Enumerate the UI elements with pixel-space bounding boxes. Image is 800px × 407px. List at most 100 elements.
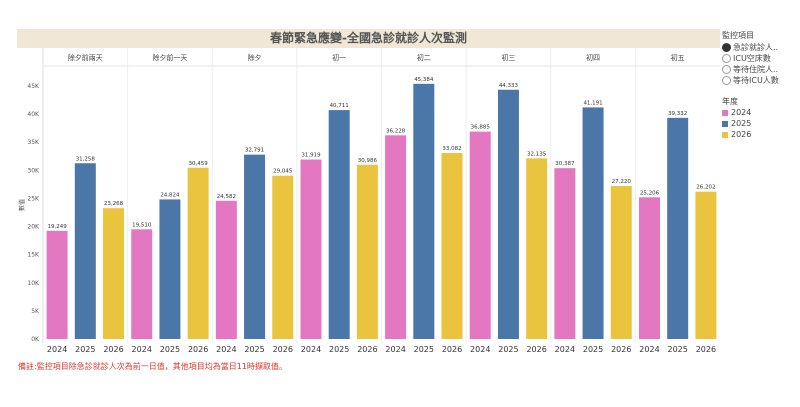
legend: 監控項目 急診就診人.. ICU空床數 等待住院人.. 等待ICU人數 年度 2024… [722, 30, 779, 140]
x-tick-label: 2026 [526, 345, 546, 354]
data-label: 29,045 [273, 169, 293, 175]
category-header: 除夕前兩天 [68, 53, 103, 62]
bar-2024 [638, 197, 660, 339]
y-tick-label: 15K [27, 252, 40, 259]
x-tick-label: 2026 [273, 345, 293, 354]
data-label: 25,206 [640, 190, 660, 196]
data-label: 19,510 [132, 222, 152, 228]
y-tick-label: 35K [27, 139, 40, 146]
data-label: 30,986 [358, 158, 378, 164]
bar-2025 [497, 89, 519, 339]
bar-2024 [300, 159, 322, 339]
x-tick-label: 2025 [329, 345, 349, 354]
data-label: 23,268 [104, 201, 124, 207]
bar-2026 [610, 185, 632, 339]
radio-icon[interactable] [722, 43, 731, 52]
data-label: 36,885 [471, 125, 491, 131]
y-tick-label: 20K [27, 224, 40, 231]
x-tick-label: 2024 [47, 345, 67, 354]
bar-2024 [385, 135, 407, 339]
year-legend-title: 年度 [722, 97, 738, 106]
category-header: 除夕 [248, 53, 262, 62]
radio-icon[interactable] [722, 65, 731, 74]
legend-swatch [722, 109, 728, 116]
bar-2025 [244, 154, 266, 339]
y-tick-label: 40K [27, 111, 40, 118]
data-label: 26,202 [696, 185, 715, 191]
filter-option-label: 等待住院人.. [733, 65, 779, 74]
bar-2024 [46, 230, 68, 339]
category-header: 初四 [586, 53, 600, 62]
x-tick-label: 2026 [696, 345, 716, 354]
category-header: 初二 [417, 53, 431, 62]
chart-title: 春節緊急應變-全國急診就診人次監測 [17, 29, 720, 48]
legend-label: 2024 [731, 108, 752, 117]
x-tick-label: 2024 [470, 345, 490, 354]
x-tick-label: 2026 [188, 345, 208, 354]
bar-2025 [413, 83, 435, 339]
bar-chart: 0K 5K 10K 15K 20K 25K 30K 35K 40K 45K 數值 除夕前兩天 19,24… [18, 48, 720, 354]
data-label: 31,919 [301, 153, 321, 159]
y-tick-label: 5K [31, 308, 40, 315]
legend-item: 2026 [722, 129, 779, 140]
legend-label: 2026 [731, 130, 752, 139]
x-tick-label: 2026 [611, 345, 631, 354]
y-tick-label: 0K [31, 336, 40, 343]
x-tick-label: 2026 [357, 345, 377, 354]
legend-item: 2025 [722, 118, 779, 129]
data-label: 24,824 [160, 192, 180, 198]
bar-2025 [328, 110, 350, 339]
bar-2026 [526, 158, 548, 339]
y-axis-label: 數值 [18, 199, 26, 211]
category-header: 初三 [501, 53, 515, 62]
filter-option[interactable]: 等待住院人.. [722, 64, 779, 75]
y-tick-label: 25K [27, 195, 40, 202]
x-tick-label: 2025 [668, 345, 688, 354]
bar-2025 [667, 117, 689, 339]
bar-2024 [131, 229, 153, 339]
x-tick-label: 2024 [555, 345, 575, 354]
bar-2024 [469, 131, 491, 339]
data-label: 41,191 [583, 100, 602, 106]
x-tick-label: 2025 [75, 345, 95, 354]
data-label: 30,459 [189, 161, 209, 167]
bar-2026 [441, 153, 463, 339]
x-tick-label: 2024 [216, 345, 236, 354]
bar-2026 [103, 208, 125, 339]
x-tick-label: 2024 [639, 345, 659, 354]
category-header: 初一 [332, 53, 346, 62]
bar-2026 [272, 175, 294, 339]
x-tick-label: 2024 [132, 345, 152, 354]
bar-2026 [695, 191, 717, 339]
radio-icon[interactable] [722, 76, 731, 85]
data-label: 44,333 [499, 83, 519, 89]
bar-2025 [582, 107, 604, 340]
data-label: 19,249 [47, 224, 67, 230]
data-label: 30,387 [555, 161, 575, 167]
y-tick-label: 45K [27, 83, 40, 90]
x-tick-label: 2025 [414, 345, 434, 354]
data-label: 36,228 [386, 128, 406, 134]
category-header: 初五 [671, 53, 685, 62]
radio-icon[interactable] [722, 54, 731, 63]
filter-option[interactable]: 急診就診人.. [722, 42, 779, 53]
data-label: 39,332 [668, 111, 687, 117]
data-label: 32,135 [527, 151, 547, 157]
x-tick-label: 2024 [301, 345, 321, 354]
x-tick-label: 2025 [583, 345, 603, 354]
legend-swatch [722, 120, 728, 127]
x-tick-label: 2025 [244, 345, 264, 354]
filter-option-label: ICU空床數 [733, 54, 771, 63]
bar-2024 [554, 168, 576, 339]
filter-option[interactable]: ICU空床數 [722, 53, 779, 64]
filter-title: 監控項目 [722, 31, 754, 40]
y-tick-label: 10K [27, 280, 40, 287]
x-tick-label: 2026 [442, 345, 462, 354]
y-tick-label: 30K [27, 167, 40, 174]
data-label: 31,258 [76, 156, 96, 162]
x-tick-label: 2024 [385, 345, 405, 354]
filter-option-label: 急診就診人.. [733, 43, 779, 52]
data-label: 33,082 [442, 146, 461, 152]
legend-swatch [722, 131, 728, 138]
filter-option[interactable]: 等待ICU人數 [722, 75, 779, 86]
